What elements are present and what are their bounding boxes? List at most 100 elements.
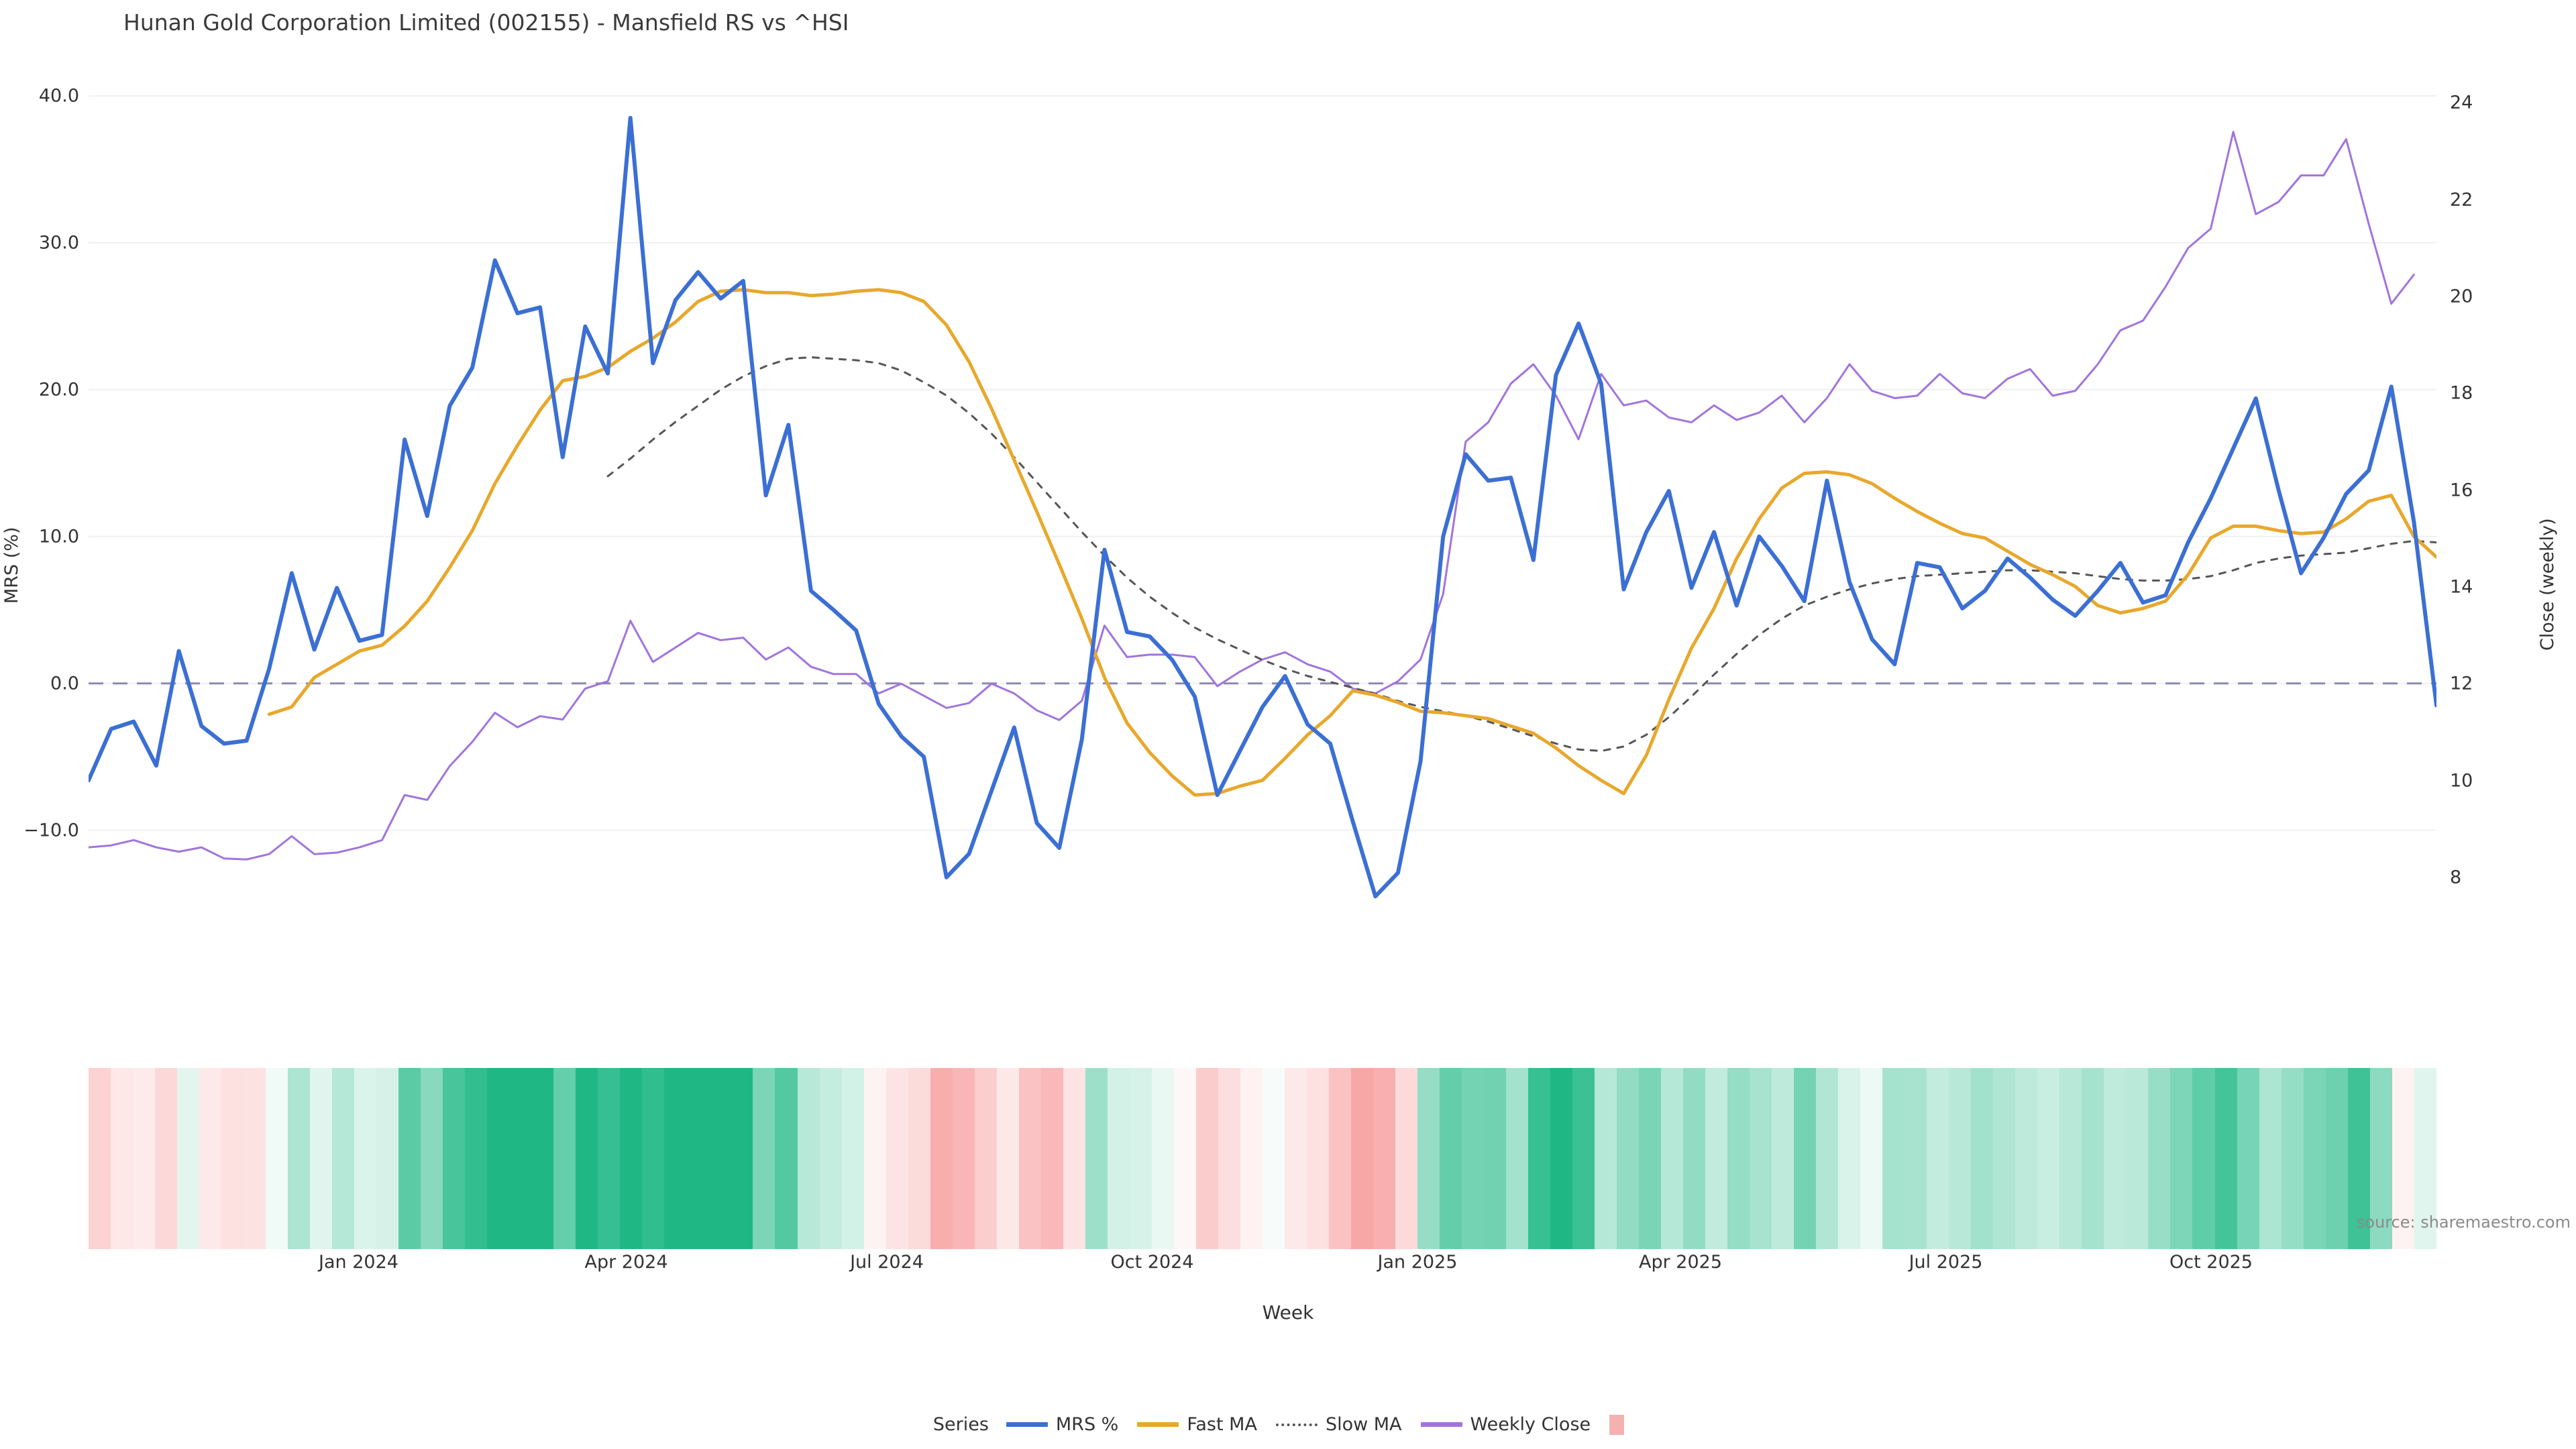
- heatmap-cell: [775, 1068, 798, 1249]
- heatmap-cell: [1683, 1068, 1706, 1249]
- heatmap-cell: [1439, 1068, 1462, 1249]
- left-axis-label: MRS (%): [1, 527, 22, 604]
- plot-svg: [89, 95, 2436, 899]
- heatmap-cell: [1461, 1068, 1484, 1249]
- heatmap-cell: [598, 1068, 621, 1249]
- heatmap-cell: [1860, 1068, 1883, 1249]
- heatmap-cell: [1483, 1068, 1506, 1249]
- heatmap-cell: [1085, 1068, 1108, 1249]
- right-axis: Close (weekly) 24 22 20 18 16 14 12 10 8: [2436, 74, 2576, 926]
- heatmap-cell: [2126, 1068, 2149, 1249]
- series-line-slow-ma: [606, 356, 2436, 752]
- heatmap-cell: [1350, 1068, 1373, 1249]
- heatmap-cell: [1705, 1068, 1728, 1249]
- heatmap-cell: [1750, 1068, 1772, 1249]
- series-line-mrs: [89, 115, 2436, 899]
- heatmap-cell: [133, 1068, 156, 1249]
- heatmap-cell: [310, 1068, 333, 1249]
- heatmap-cell: [1528, 1068, 1551, 1249]
- y-tick-right: 12: [2450, 673, 2473, 694]
- heatmap-cell: [1284, 1068, 1307, 1249]
- x-tick: Jul 2025: [1909, 1252, 1983, 1273]
- heatmap-cell: [2037, 1068, 2060, 1249]
- heatmap-cell: [1195, 1068, 1218, 1249]
- heatmap-cell: [2392, 1068, 2414, 1249]
- y-tick-right: 20: [2450, 286, 2473, 307]
- heatmap-cell: [2192, 1068, 2215, 1249]
- heatmap-cell: [487, 1068, 510, 1249]
- heatmap-cell: [1772, 1068, 1794, 1249]
- heatmap-cell: [1661, 1068, 1684, 1249]
- heatmap-cell: [288, 1068, 311, 1249]
- heatmap-cell: [221, 1068, 244, 1249]
- heatmap-cell: [199, 1068, 222, 1249]
- mrs-heatmap-band: [89, 1068, 2436, 1249]
- heatmap-cell: [885, 1068, 908, 1249]
- heatmap-cell: [1063, 1068, 1085, 1249]
- heatmap-cell: [1595, 1068, 1617, 1249]
- heatmap-cell: [111, 1068, 133, 1249]
- x-axis-label: Week: [1262, 1301, 1314, 1324]
- heatmap-cell: [1328, 1068, 1351, 1249]
- heatmap-cell: [89, 1068, 111, 1249]
- y-tick-right: 16: [2450, 480, 2473, 501]
- source-credit: source: sharemaestro.com: [2356, 1213, 2571, 1232]
- heatmap-cell: [1218, 1068, 1240, 1249]
- legend-heat-swatch-icon: [1609, 1414, 1625, 1435]
- heatmap-cell: [996, 1068, 1019, 1249]
- heatmap-cell: [1262, 1068, 1285, 1249]
- y-tick-left: 0.0: [50, 673, 79, 694]
- heatmap-cell: [908, 1068, 930, 1249]
- legend-title: Series: [932, 1414, 989, 1435]
- heatmap-cell: [731, 1068, 753, 1249]
- heatmap-cell: [819, 1068, 842, 1249]
- heatmap-cell: [576, 1068, 598, 1249]
- heatmap-cell: [1993, 1068, 2016, 1249]
- heatmap-cell: [1550, 1068, 1573, 1249]
- heatmap-cell: [2214, 1068, 2237, 1249]
- heatmap-cell: [244, 1068, 266, 1249]
- y-tick-right: 24: [2450, 92, 2473, 113]
- legend-item-mrs[interactable]: MRS %: [1006, 1414, 1118, 1435]
- legend-item-weekly-close[interactable]: Weekly Close: [1420, 1414, 1591, 1435]
- heatmap-cell: [1971, 1068, 1994, 1249]
- heatmap-cell: [398, 1068, 421, 1249]
- y-tick-left: 40.0: [38, 85, 79, 107]
- left-axis: MRS (%) 40.0 30.0 20.0 10.0 0.0 −10.0: [0, 74, 89, 926]
- heatmap-cell: [1306, 1068, 1329, 1249]
- heatmap-cell: [1107, 1068, 1130, 1249]
- heatmap-cell: [1927, 1068, 1949, 1249]
- x-tick: Jan 2025: [1377, 1252, 1458, 1273]
- right-axis-label: Close (weekly): [2537, 518, 2558, 651]
- heatmap-cell: [620, 1068, 643, 1249]
- heatmap-cell: [155, 1068, 178, 1249]
- heatmap-cell: [1904, 1068, 1927, 1249]
- plot-area: [89, 74, 2436, 926]
- legend-item-slow-ma[interactable]: Slow MA: [1275, 1414, 1402, 1435]
- heatmap-cell: [642, 1068, 665, 1249]
- y-tick-left: 10.0: [38, 526, 79, 547]
- legend-item-fast-ma[interactable]: Fast MA: [1137, 1414, 1257, 1435]
- heatmap-cell: [2059, 1068, 2082, 1249]
- heatmap-cell: [1639, 1068, 1662, 1249]
- y-tick-left: −10.0: [23, 820, 79, 841]
- heatmap-cell: [2082, 1068, 2104, 1249]
- heatmap-cell: [443, 1068, 466, 1249]
- page-title: Hunan Gold Corporation Limited (002155) …: [123, 9, 849, 36]
- legend-item-heat-swatch[interactable]: [1609, 1414, 1625, 1435]
- heatmap-cell: [753, 1068, 775, 1249]
- heatmap-cell: [1373, 1068, 1395, 1249]
- heatmap-cell: [2281, 1068, 2304, 1249]
- legend-dotted-line-icon: [1275, 1423, 1318, 1426]
- x-tick: Oct 2025: [2169, 1252, 2253, 1273]
- heatmap-cell: [465, 1068, 488, 1249]
- heatmap-cell: [1395, 1068, 1417, 1249]
- heatmap-cell: [2170, 1068, 2193, 1249]
- heatmap-cell: [708, 1068, 731, 1249]
- series-line-weekly-close: [89, 131, 2415, 861]
- legend-line-icon: [1420, 1422, 1462, 1427]
- heatmap-cell: [930, 1068, 953, 1249]
- y-tick-right: 8: [2450, 867, 2462, 888]
- x-tick: Jul 2024: [850, 1252, 924, 1273]
